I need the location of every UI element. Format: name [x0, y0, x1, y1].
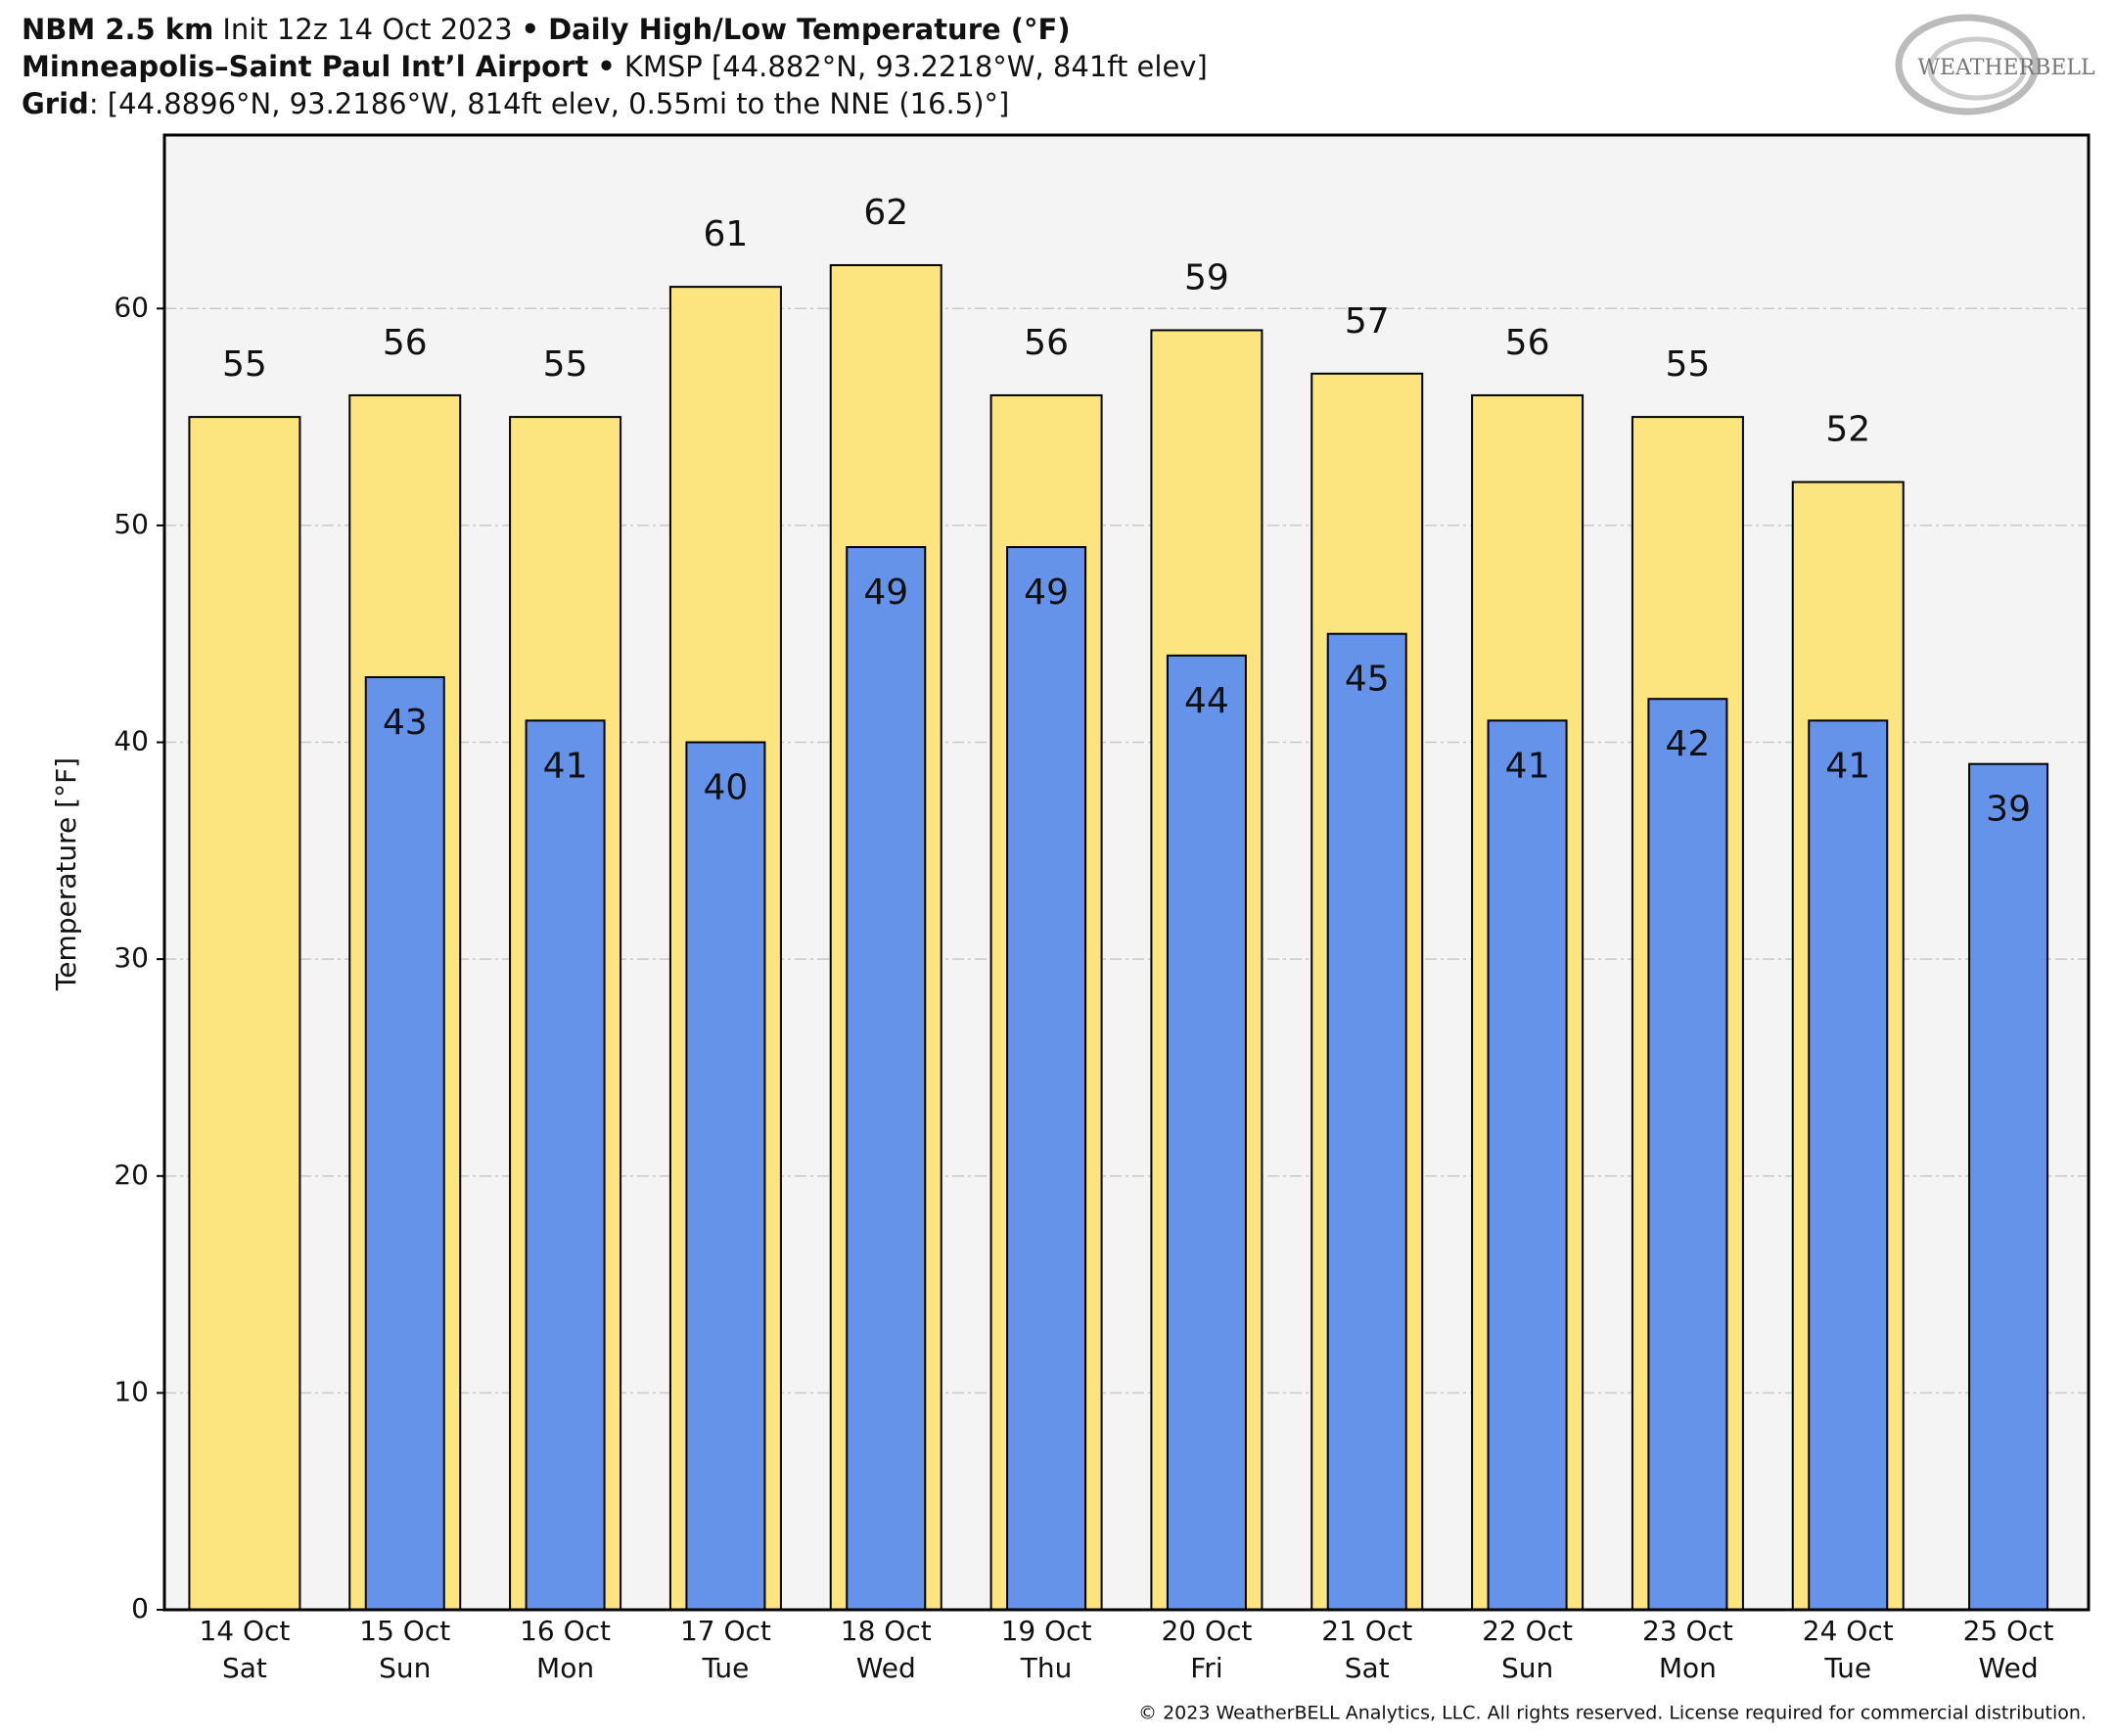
value-label: 40 — [704, 768, 749, 808]
x-tick-weekday: Sun — [379, 1652, 431, 1684]
y-tick-label: 10 — [114, 1375, 149, 1407]
bar — [1968, 762, 2049, 1611]
bar — [364, 676, 445, 1611]
value-label: 62 — [863, 193, 908, 233]
bar — [1487, 719, 1568, 1611]
value-label: 42 — [1666, 724, 1711, 764]
x-tick-label: 20 Oct — [1161, 1615, 1252, 1647]
x-tick-label: 14 Oct — [199, 1615, 290, 1647]
bar — [1326, 632, 1407, 1611]
value-label: 56 — [1505, 323, 1550, 363]
bar — [525, 719, 606, 1611]
x-tick-weekday: Sat — [1345, 1652, 1390, 1684]
footer: © 2023 WeatherBELL Analytics, LLC. All r… — [1138, 1703, 2087, 1724]
x-tick-label: 15 Oct — [359, 1615, 450, 1647]
bar — [1006, 546, 1087, 1612]
value-label: 59 — [1184, 257, 1229, 297]
x-tick-label: 18 Oct — [841, 1615, 932, 1647]
grid-part: Grid — [22, 87, 89, 120]
value-label: 61 — [704, 214, 749, 254]
value-label: 55 — [222, 344, 267, 385]
subtitle-part: Minneapolis–Saint Paul Int’l Airport — [22, 50, 588, 83]
x-tick-weekday: Thu — [1020, 1652, 1073, 1684]
x-tick-weekday: Tue — [1823, 1652, 1871, 1684]
logo-text: WEATHERBELL — [1917, 56, 2095, 80]
title-part: NBM 2.5 km — [22, 13, 213, 46]
y-axis-label: Temperature [°F] — [50, 757, 82, 991]
y-tick-label: 50 — [114, 508, 149, 540]
y-tick-label: 60 — [114, 291, 149, 323]
x-tick-label: 17 Oct — [680, 1615, 771, 1647]
x-tick-weekday: Mon — [1659, 1652, 1717, 1684]
value-label: 56 — [1024, 323, 1069, 363]
value-label: 39 — [1986, 790, 2031, 830]
value-label: 55 — [1666, 344, 1711, 385]
title-part: Init 12z 14 Oct 2023 — [222, 13, 512, 46]
bar — [846, 546, 927, 1612]
logo-swirl — [1895, 14, 2040, 115]
grid-info: Grid: [44.8896°N, 93.2186°W, 814ft elev,… — [22, 87, 1009, 120]
title-part: • — [522, 13, 540, 46]
title: NBM 2.5 km Init 12z 14 Oct 2023 • Daily Hig… — [22, 13, 1071, 46]
bar — [1647, 698, 1728, 1611]
value-label: 57 — [1345, 301, 1390, 342]
x-tick-label: 16 Oct — [520, 1615, 611, 1647]
subtitle: Minneapolis–Saint Paul Int’l Airport • KMS… — [22, 50, 1208, 83]
x-tick-weekday: Sun — [1501, 1652, 1553, 1684]
value-label: 56 — [383, 323, 428, 363]
bar — [1166, 654, 1247, 1611]
grid-part: : [44.8896°N, 93.2186°W, 814ft elev, 0.5… — [89, 87, 1010, 120]
x-tick-weekday: Mon — [536, 1652, 594, 1684]
logo: WEATHERBELL — [1895, 14, 2095, 115]
y-tick-label: 0 — [131, 1592, 149, 1624]
value-label: 52 — [1825, 410, 1870, 450]
x-tick-label: 21 Oct — [1321, 1615, 1412, 1647]
x-tick-weekday: Sat — [222, 1652, 267, 1684]
value-label: 41 — [1825, 746, 1870, 786]
value-label: 41 — [543, 746, 588, 786]
y-tick-label: 40 — [114, 725, 149, 757]
x-tick-weekday: Fri — [1190, 1652, 1222, 1684]
y-tick-label: 20 — [114, 1159, 149, 1191]
x-tick-label: 23 Oct — [1642, 1615, 1733, 1647]
bar — [1808, 719, 1889, 1611]
x-tick-label: 25 Oct — [1963, 1615, 2054, 1647]
plot: 55 56 43 55 41 61 40 62 49 56 49 59 44 57 45 56 41 55 42 52… — [164, 193, 2089, 1612]
subtitle-part: KMSP [44.882°N, 93.2218°W, 841ft elev] — [624, 50, 1208, 83]
y-tick-label: 30 — [114, 941, 149, 974]
value-label: 45 — [1345, 660, 1390, 700]
plot-area — [164, 135, 2089, 1610]
x-tick-label: 19 Oct — [1001, 1615, 1092, 1647]
value-label: 44 — [1184, 681, 1229, 721]
value-label: 49 — [1024, 572, 1069, 613]
x-tick-weekday: Wed — [856, 1652, 916, 1684]
value-label: 55 — [543, 344, 588, 385]
x-tick-weekday: Wed — [1979, 1652, 2039, 1684]
value-label: 43 — [383, 703, 428, 743]
value-label: 41 — [1505, 746, 1550, 786]
subtitle-part: • — [597, 50, 616, 83]
title-part: Daily High/Low Temperature (°F) — [548, 13, 1071, 46]
bar — [188, 416, 301, 1612]
x-tick-weekday: Tue — [702, 1652, 750, 1684]
logo-swirl — [1927, 36, 2027, 101]
x-tick-label: 24 Oct — [1803, 1615, 1894, 1647]
x-tick-label: 22 Oct — [1482, 1615, 1573, 1647]
value-label: 49 — [863, 572, 908, 613]
plot-frame — [162, 133, 2091, 1612]
bar — [685, 741, 766, 1611]
